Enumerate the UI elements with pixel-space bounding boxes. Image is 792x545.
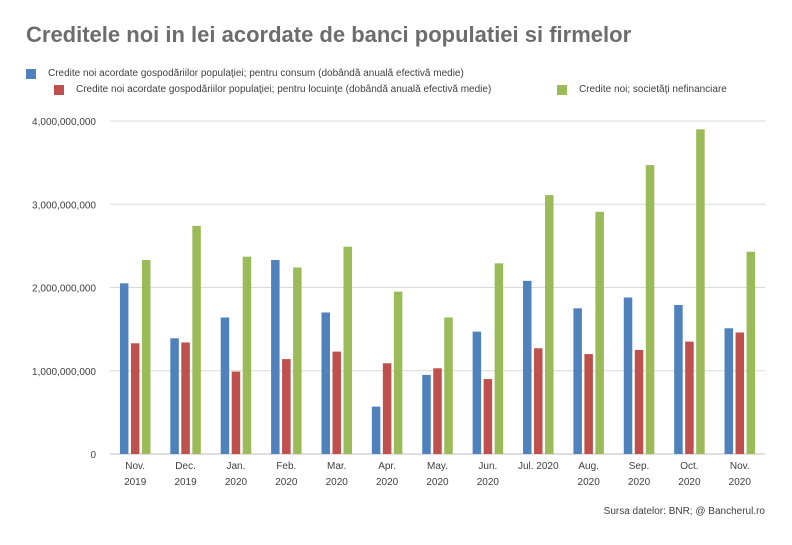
bar-consum	[371, 406, 381, 454]
x-tick-label-year: 2020	[275, 477, 298, 488]
bar-firme	[545, 195, 554, 454]
legend-swatch-locuinte	[54, 84, 64, 95]
legend-label-firme: Credite noi; societăţi nefinanciare	[579, 84, 727, 95]
bar-locuinte	[634, 349, 644, 454]
bar-consum	[220, 317, 230, 454]
bar-locuinte	[382, 363, 392, 454]
bar-locuinte	[181, 342, 190, 454]
bar-locuinte	[332, 351, 341, 454]
bar-consum	[271, 260, 280, 454]
bar-consum	[623, 297, 633, 454]
bar-consum	[170, 338, 179, 454]
y-tick-label: 1,000,000,000	[32, 367, 96, 378]
x-tick-label: Sep.	[629, 461, 650, 472]
bar-firme	[242, 256, 252, 454]
x-tick-label: Mar.	[327, 461, 346, 472]
bar-locuinte	[735, 332, 745, 454]
bar-locuinte	[282, 359, 291, 454]
bar-consum	[472, 331, 482, 454]
bar-consum	[321, 312, 330, 454]
x-tick-label: Dec.	[175, 461, 196, 472]
x-tick-label: Feb.	[276, 461, 296, 472]
bar-firme	[645, 165, 655, 454]
bar-locuinte	[534, 348, 543, 454]
bar-consum	[119, 283, 129, 454]
source-note: Sursa datelor: BNR; @ Bancherul.ro	[603, 506, 765, 517]
x-tick-label: Aug.	[578, 461, 599, 472]
bar-locuinte	[584, 354, 593, 454]
bar-firme	[696, 129, 705, 454]
bar-locuinte	[483, 379, 493, 454]
legend-label-consum: Credite noi acordate gospodăriilor popul…	[48, 68, 464, 79]
x-tick-label: Apr.	[378, 461, 396, 472]
bar-firme	[746, 251, 756, 454]
x-tick-label-year: 2020	[729, 477, 752, 488]
bar-consum	[573, 308, 582, 454]
x-tick-label: Nov.	[730, 461, 750, 472]
x-tick-label-year: 2020	[326, 477, 349, 488]
legend-swatch-consum	[26, 68, 36, 79]
x-tick-label: Nov.	[125, 461, 145, 472]
bar-consum	[422, 374, 431, 454]
x-tick-label-year: 2020	[477, 477, 500, 488]
bar-firme	[595, 211, 604, 454]
y-tick-label: 4,000,000,000	[32, 117, 96, 128]
x-tick-label: Oct.	[680, 461, 698, 472]
bar-firme	[293, 267, 302, 454]
chart-title: Creditele noi in lei acordate de banci p…	[26, 22, 632, 47]
bar-firme	[494, 263, 504, 454]
legend-item-firme: Credite noi; societăţi nefinanciare	[557, 84, 727, 95]
x-tick-label-year: 2020	[578, 477, 601, 488]
bar-consum	[674, 304, 683, 454]
y-tick-label: 3,000,000,000	[32, 200, 96, 211]
x-tick-label-year: 2019	[174, 477, 197, 488]
legend-item-locuinte: Credite noi acordate gospodăriilor popul…	[54, 84, 491, 95]
bar-firme	[444, 317, 453, 454]
x-tick-label-year: 2020	[376, 477, 399, 488]
bar-locuinte	[433, 368, 442, 454]
bar-consum	[724, 328, 734, 454]
legend-swatch-firme	[557, 84, 567, 95]
bar-firme	[393, 291, 403, 454]
x-tick-label-year: 2020	[628, 477, 651, 488]
x-tick-label-year: 2020	[678, 477, 701, 488]
y-tick-label: 2,000,000,000	[32, 284, 96, 295]
legend-label-locuinte: Credite noi acordate gospodăriilor popul…	[76, 84, 492, 95]
x-tick-label: Jul. 2020	[518, 461, 559, 472]
x-tick-label: May.	[427, 461, 448, 472]
x-tick-label: Jun.	[478, 461, 497, 472]
x-tick-label-year: 2019	[124, 477, 147, 488]
bar-locuinte	[685, 341, 694, 454]
x-tick-label-year: 2020	[426, 477, 449, 488]
bar-firme	[192, 225, 201, 454]
legend-item-consum: Credite noi acordate gospodăriilor popul…	[26, 68, 464, 79]
bar-locuinte	[231, 371, 241, 454]
y-tick-label: 0	[90, 450, 96, 461]
bar-locuinte	[130, 343, 140, 454]
x-tick-label: Jan.	[227, 461, 246, 472]
x-tick-label-year: 2020	[225, 477, 248, 488]
bar-consum	[523, 280, 532, 454]
bar-firme	[343, 246, 352, 454]
bar-firme	[141, 260, 151, 454]
